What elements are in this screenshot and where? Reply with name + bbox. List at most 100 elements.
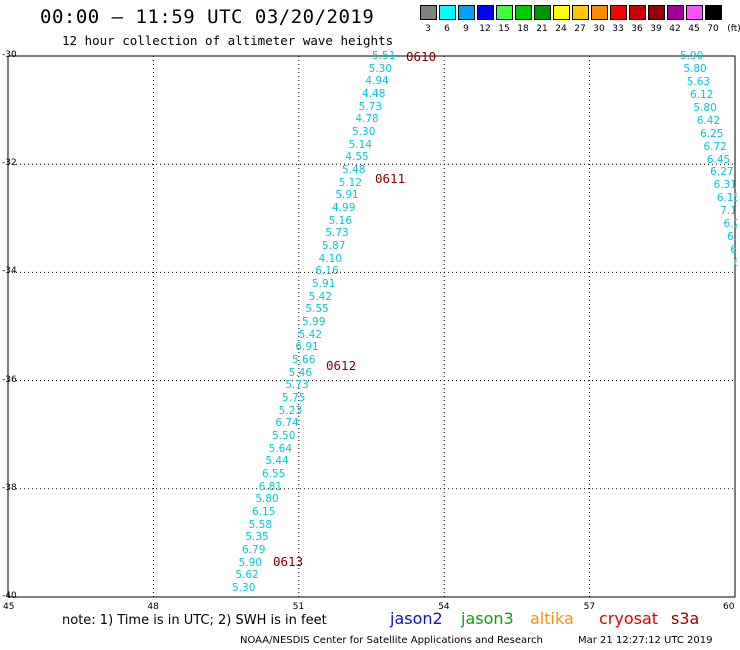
- wave-height-value: 5.90: [238, 556, 263, 569]
- wave-height-value: 6.55: [262, 468, 286, 480]
- wave-height-value: 6.27: [710, 166, 734, 179]
- wave-height-value: 5.48: [342, 164, 366, 176]
- legend-swatch: [591, 5, 608, 20]
- wave-height-value: 4.99: [332, 202, 356, 214]
- legend-swatch: [648, 5, 665, 20]
- legend-label: 27: [574, 24, 586, 34]
- legend-swatch: [553, 5, 570, 20]
- wave-height-value: 6.15: [252, 506, 276, 518]
- legend-swatch: [572, 5, 589, 20]
- credit-line: NOAA/NESDIS Center for Satellite Applica…: [240, 635, 543, 646]
- legend-label: 18: [517, 24, 529, 34]
- legend-label: 33: [612, 24, 624, 34]
- wave-height-value: 6.45: [706, 153, 731, 166]
- wave-height-value: 5.14: [348, 138, 373, 151]
- longitude-tick-label: 54: [438, 602, 450, 612]
- longitude-tick-label: 57: [583, 602, 596, 612]
- wave-height-value: 4.48: [362, 88, 386, 100]
- wave-height-value: 5.50: [272, 430, 296, 442]
- wave-height-value: 5.58: [248, 518, 273, 531]
- legend-unit: (ft): [727, 24, 740, 34]
- legend-label: 36: [631, 24, 643, 34]
- legend-swatch: [458, 5, 475, 20]
- wave-height-value: 6.42: [696, 114, 721, 127]
- legend-label: 42: [669, 24, 681, 34]
- wave-height-value: 6.72: [703, 140, 727, 153]
- wave-height-value: 5.99: [302, 316, 326, 328]
- wave-height-value: 5.63: [686, 75, 711, 88]
- generation-timestamp: Mar 21 12:27:12 UTC 2019: [578, 635, 713, 646]
- wave-height-value: 5.12: [338, 176, 363, 189]
- wave-height-value: 5.16: [328, 214, 353, 227]
- wave-height-value: 5.66: [292, 354, 316, 366]
- satellite-name: altika: [530, 609, 574, 628]
- wave-height-value: 6.81: [258, 480, 283, 493]
- legend-swatch: [477, 5, 494, 20]
- wave-height-value: 5.87: [322, 240, 346, 252]
- wave-height-value: 5.55: [305, 303, 329, 316]
- wave-height-value: 6.25: [700, 127, 724, 140]
- latitude-tick-label: -38: [2, 482, 17, 493]
- wave-height-value: 4.78: [355, 113, 379, 126]
- wave-height-value: 5.62: [235, 569, 259, 582]
- wave-height-value: 5.73: [358, 100, 383, 113]
- wave-height-value: 5.91: [312, 278, 336, 290]
- wave-height-value: 6.24: [723, 218, 737, 231]
- wave-height-value: 4.55: [345, 151, 369, 164]
- longitude-tick-label: 60: [723, 602, 735, 612]
- wave-height-value: 6.31: [713, 179, 737, 192]
- wave-height-value: 5.80: [255, 493, 279, 506]
- legend-swatch: [629, 5, 646, 20]
- legend-swatch: [534, 5, 551, 20]
- legend-label: 6: [444, 24, 450, 34]
- wave-height-value: 5.64: [268, 442, 293, 455]
- wave-height-value: 7.19: [720, 205, 737, 218]
- pass-time-label: 0610: [406, 49, 437, 64]
- wave-height-value: 4.10: [318, 252, 343, 265]
- wave-height-value: 5.80: [683, 62, 707, 75]
- wave-height-value: 5.46: [288, 366, 313, 379]
- legend-label: 70: [707, 24, 719, 34]
- legend-swatch: [439, 5, 456, 20]
- legend-label: 39: [650, 24, 662, 34]
- wave-height-value: 6.74: [275, 417, 299, 430]
- wave-height-value: 4.94: [365, 75, 389, 88]
- latitude-tick-label: -30: [2, 50, 17, 60]
- wave-height-value: 5.30: [232, 582, 256, 594]
- footnote: note: 1) Time is in UTC; 2) SWH is in fe…: [62, 613, 327, 628]
- longitude-tick-label: 45: [3, 602, 15, 612]
- wave-height-value: 5.42: [298, 328, 323, 341]
- latitude-tick-label: -40: [2, 591, 17, 601]
- wave-height-value: 5.80: [693, 101, 717, 114]
- pass-time-label: 0613: [273, 554, 304, 569]
- legend-label: 24: [555, 24, 567, 34]
- wave-height-value: 5.23: [278, 404, 303, 417]
- wave-height-value: 5.35: [245, 531, 269, 544]
- wave-height-value: 5.73: [285, 379, 309, 392]
- wave-height-value: 5.30: [368, 62, 393, 75]
- satellite-name: jason3: [461, 609, 514, 628]
- latitude-tick-label: -36: [2, 374, 17, 385]
- legend-label: 30: [593, 24, 605, 34]
- latitude-tick-label: -32: [2, 158, 17, 169]
- wave-height-value: 6.44: [726, 231, 737, 244]
- wave-height-value: 5.30: [352, 126, 376, 138]
- satellite-name: cryosat: [599, 609, 659, 628]
- legend-label: 3: [425, 24, 431, 34]
- plot-frame: [7, 55, 736, 598]
- wave-height-value: 6.16: [315, 265, 339, 278]
- legend-swatch: [515, 5, 532, 20]
- wave-height-value: 5.91: [335, 189, 359, 202]
- longitude-tick-label: 48: [147, 602, 159, 612]
- chart-title: 00:00 – 11:59 UTC 03/20/2019: [40, 6, 375, 28]
- latitude-tick-label: -34: [2, 266, 17, 277]
- legend-swatch: [496, 5, 513, 20]
- wave-height-value: 5.75: [282, 392, 306, 404]
- pass-time-label: 0611: [375, 171, 406, 186]
- longitude-tick-label: 51: [292, 602, 305, 612]
- legend-swatch: [667, 5, 684, 20]
- wave-height-value: 6.79: [242, 544, 266, 556]
- wave-height-value: 6.12: [690, 88, 714, 101]
- wave-height-value: 6.53: [730, 244, 737, 257]
